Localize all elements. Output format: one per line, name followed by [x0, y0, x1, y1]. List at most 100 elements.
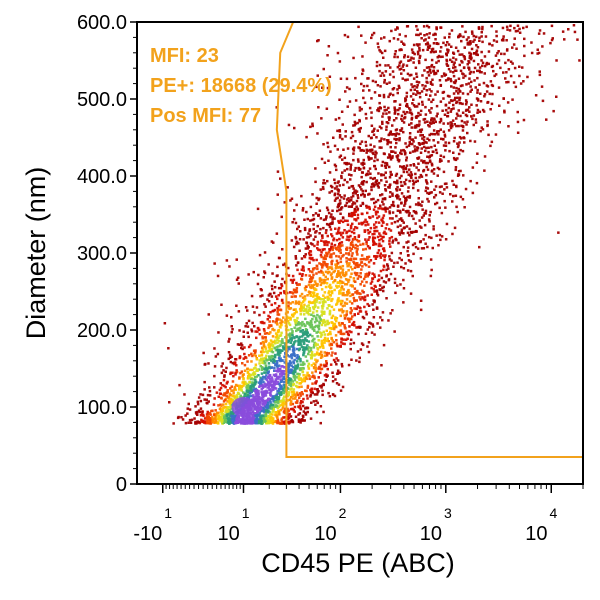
density-cell — [452, 66, 455, 69]
density-cell — [300, 418, 304, 421]
density-cell — [324, 300, 327, 304]
density-cell — [384, 176, 387, 180]
density-cell — [356, 216, 360, 220]
density-cell — [219, 386, 223, 390]
density-cell — [325, 329, 328, 332]
density-cell — [262, 276, 265, 279]
density-cell — [339, 303, 343, 306]
density-cell — [429, 191, 432, 195]
density-cell — [431, 169, 434, 172]
density-cell — [296, 393, 299, 397]
density-cell — [341, 264, 345, 268]
density-cell — [358, 360, 361, 364]
density-cell — [335, 246, 338, 250]
density-cell — [396, 185, 399, 189]
density-cell — [296, 347, 299, 351]
density-cell — [305, 389, 308, 393]
density-cell — [412, 57, 415, 60]
density-cell — [409, 108, 412, 112]
density-cell — [443, 74, 446, 77]
density-cell — [199, 407, 203, 410]
density-cell — [226, 389, 229, 392]
density-cell — [449, 58, 452, 62]
density-cell — [360, 188, 363, 191]
density-cell — [333, 163, 337, 167]
density-cell — [322, 257, 325, 260]
density-cell — [452, 183, 455, 186]
density-cell — [339, 389, 343, 392]
density-cell — [298, 406, 301, 409]
density-cell — [409, 175, 413, 178]
density-cell — [331, 371, 334, 374]
density-cell — [326, 145, 330, 149]
density-cell — [207, 400, 210, 403]
density-cell — [225, 366, 228, 370]
density-cell — [432, 150, 435, 154]
density-cell — [275, 232, 279, 235]
density-cell — [337, 271, 340, 274]
density-cell — [471, 117, 474, 121]
density-cell — [270, 303, 273, 307]
density-cell — [331, 375, 335, 378]
density-cell — [265, 354, 268, 358]
density-cell — [384, 161, 387, 165]
density-cell — [513, 37, 516, 40]
density-cell — [351, 222, 354, 226]
density-cell — [269, 394, 273, 397]
density-cell — [324, 231, 328, 235]
density-cell — [264, 401, 267, 404]
density-cell — [319, 352, 322, 356]
density-cell — [233, 414, 236, 418]
density-cell — [407, 214, 411, 217]
density-cell — [302, 374, 305, 377]
density-cell — [279, 291, 282, 295]
density-cell — [373, 164, 376, 168]
density-cell — [263, 271, 267, 275]
density-cell — [264, 361, 267, 365]
density-cell — [339, 207, 343, 210]
density-cell — [414, 126, 418, 129]
density-cell — [328, 191, 331, 194]
density-cell — [296, 363, 300, 366]
density-cell — [283, 355, 286, 358]
density-cell — [377, 45, 380, 49]
density-cell — [288, 412, 291, 416]
density-cell — [389, 312, 392, 315]
density-cell — [475, 97, 479, 100]
density-cell — [466, 120, 469, 123]
density-cell — [275, 322, 279, 325]
density-cell — [282, 399, 286, 402]
density-cell — [572, 24, 576, 27]
density-cell — [384, 210, 388, 213]
density-cell — [420, 128, 424, 131]
density-cell — [470, 115, 473, 118]
density-cell — [340, 110, 344, 113]
density-cell — [225, 259, 229, 262]
density-cell — [476, 91, 479, 94]
density-cell — [424, 233, 427, 237]
density-cell — [267, 415, 270, 419]
density-cell — [349, 265, 353, 269]
density-cell — [289, 278, 293, 282]
density-cell — [297, 420, 301, 423]
density-cell — [242, 377, 245, 380]
density-cell — [509, 24, 512, 28]
density-cell — [454, 96, 457, 100]
density-cell — [408, 135, 412, 139]
density-cell — [226, 421, 229, 424]
density-cell — [354, 140, 357, 143]
density-cell — [427, 66, 431, 69]
density-cell — [319, 227, 322, 231]
density-cell — [271, 309, 274, 313]
density-cell — [321, 265, 324, 268]
density-cell — [452, 71, 455, 74]
density-cell — [295, 319, 298, 323]
density-cell — [366, 245, 370, 248]
density-cell — [310, 351, 314, 354]
density-cell — [250, 384, 253, 388]
density-cell — [388, 195, 392, 198]
density-cell — [326, 234, 329, 238]
density-cell — [460, 59, 463, 63]
density-cell — [326, 179, 329, 183]
density-cell — [217, 414, 221, 417]
